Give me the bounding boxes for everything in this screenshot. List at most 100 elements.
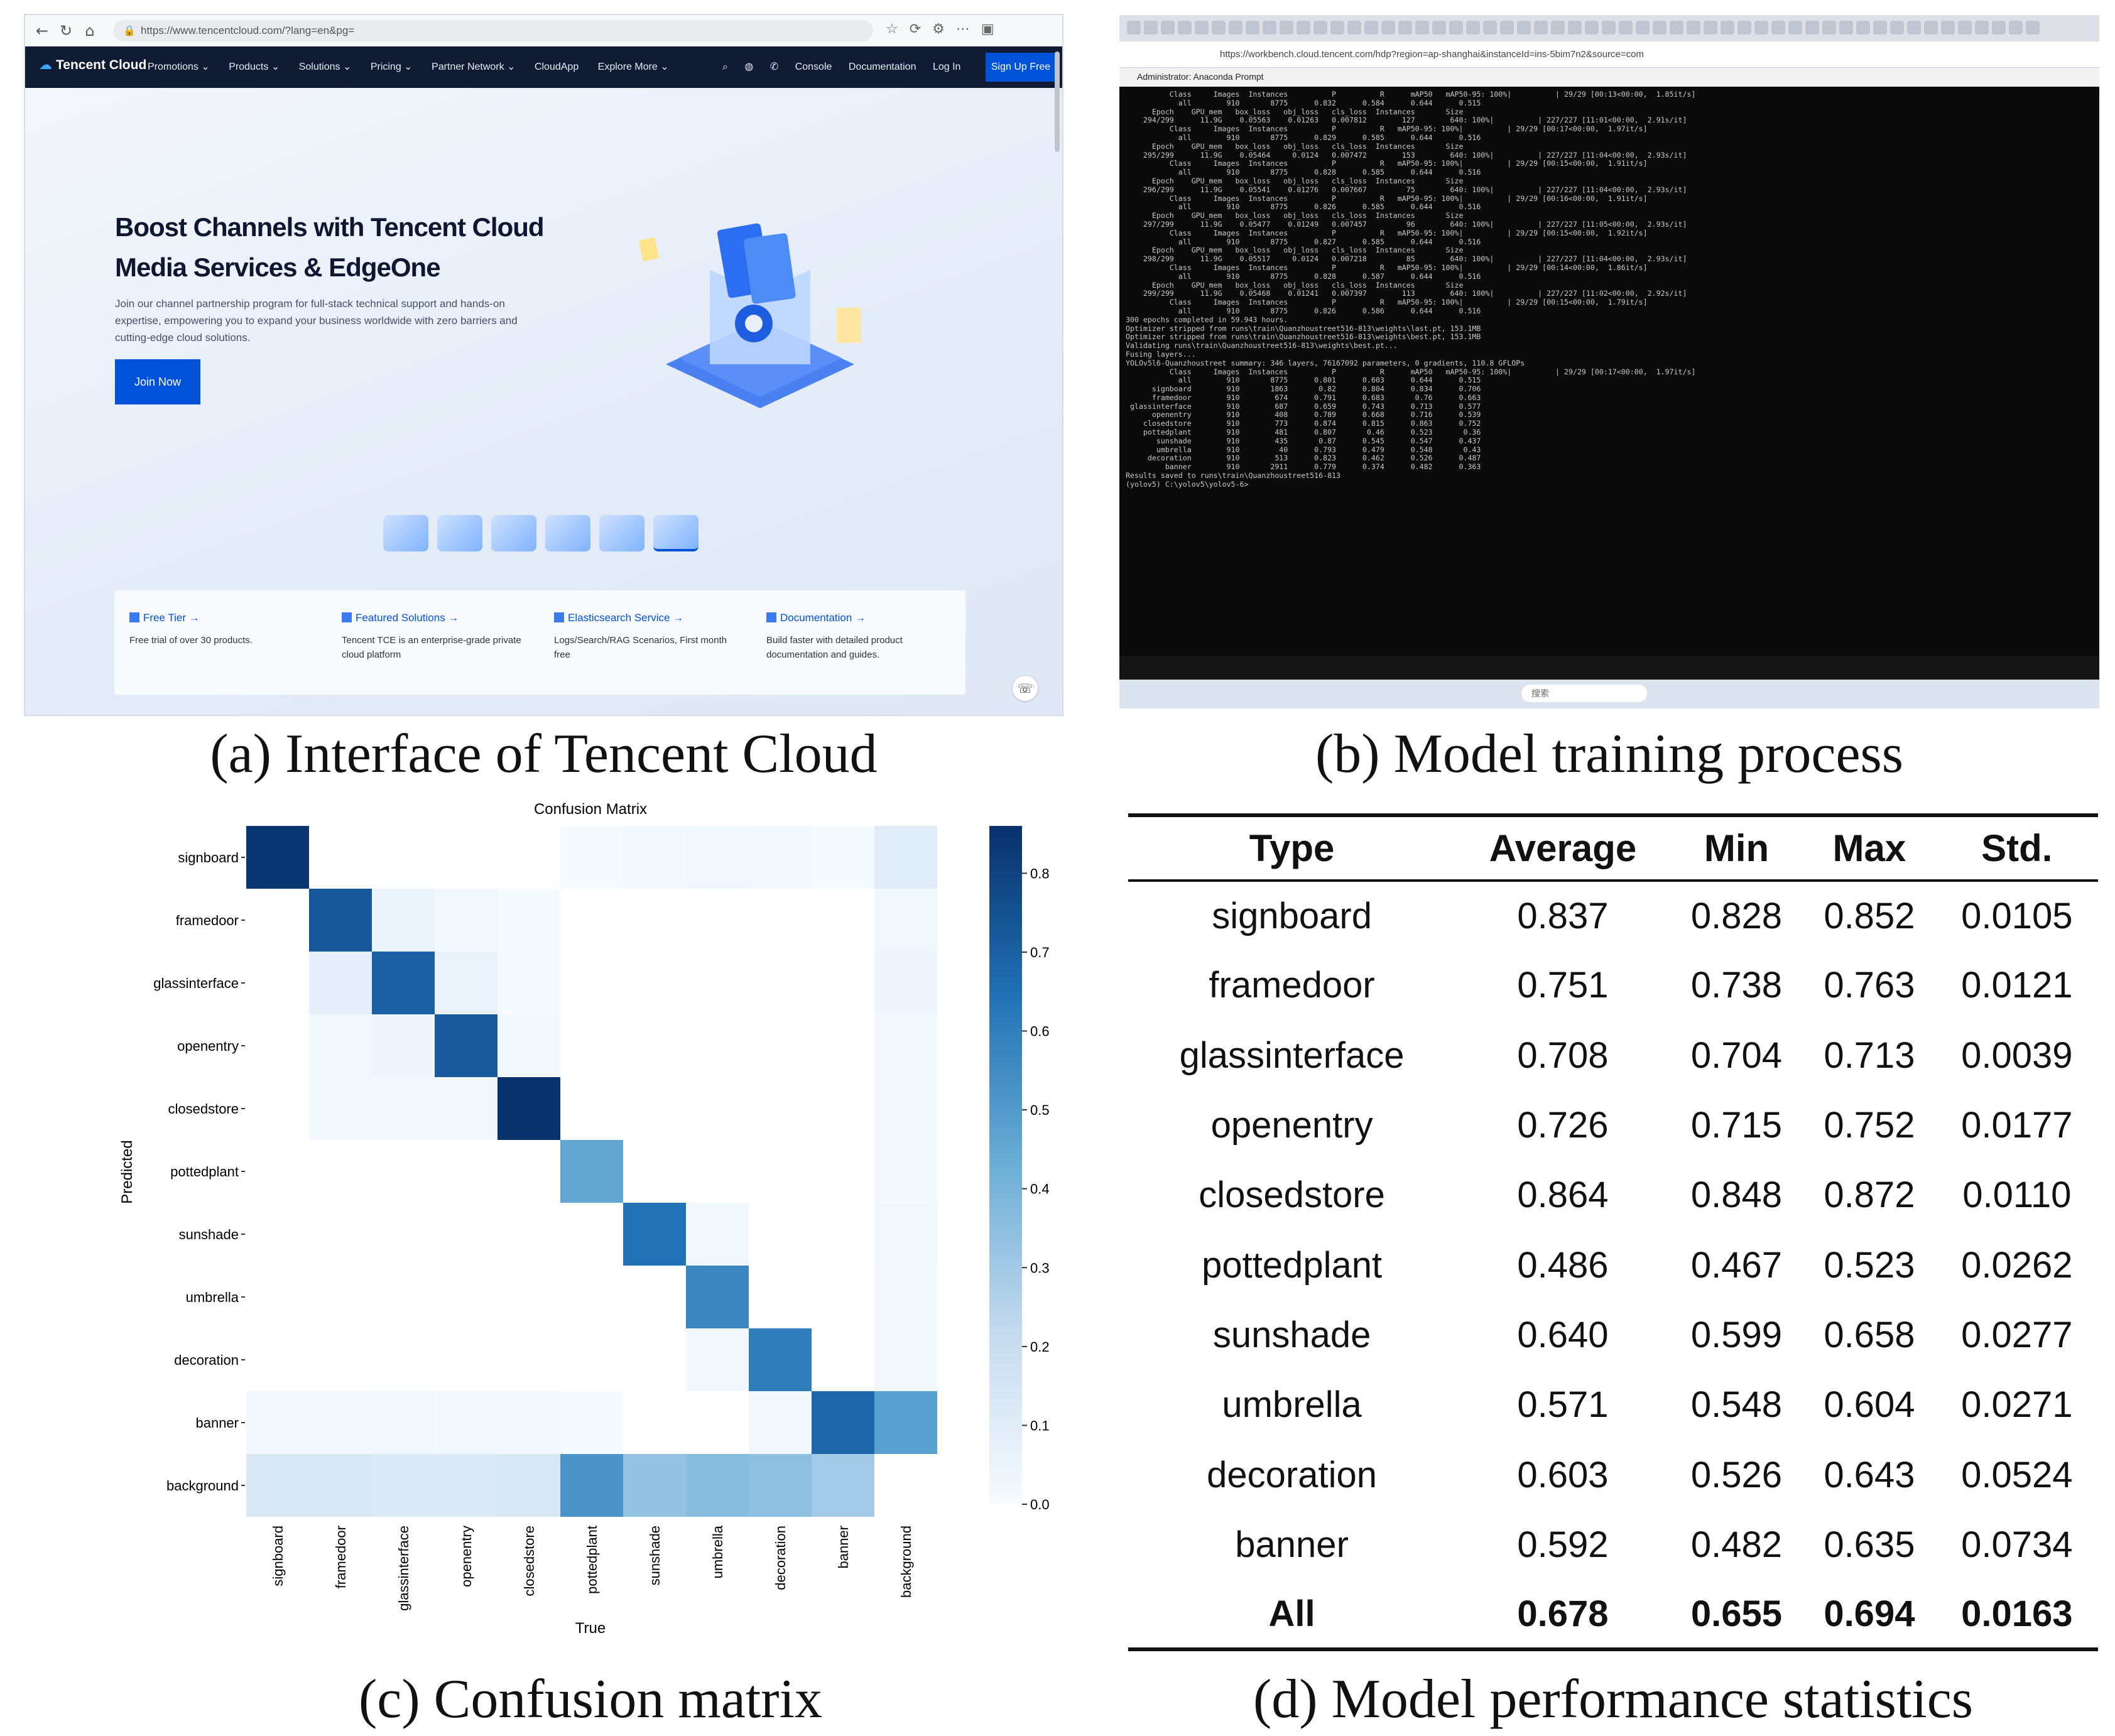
reload-icon[interactable]: ↻: [59, 22, 73, 40]
colorbar-tick-label: 0.5: [1030, 1102, 1050, 1118]
browser-tab[interactable]: [1534, 21, 1548, 35]
browser-tab[interactable]: [1381, 21, 1395, 35]
browser-tab[interactable]: [1398, 21, 1412, 35]
browser-tab[interactable]: [1737, 21, 1751, 35]
workbench-address-bar[interactable]: https://workbench.cloud.tencent.com/hdp?…: [1119, 41, 2099, 68]
address-bar[interactable]: 🔒 https://www.tencentcloud.com/?lang=en&…: [113, 20, 873, 41]
sign-up-button[interactable]: Sign Up Free: [986, 53, 1056, 82]
carousel-thumb[interactable]: [491, 515, 536, 551]
join-now-button[interactable]: Join Now: [115, 359, 200, 404]
back-icon[interactable]: ←: [35, 22, 49, 40]
log-line: Class Images Instances P R mAP50-95: 100…: [1126, 124, 1648, 134]
nav-pricing[interactable]: Pricing ⌄: [370, 62, 413, 72]
browser-tab[interactable]: [1212, 21, 1226, 35]
feature-elasticsearch[interactable]: Elasticsearch Service → Logs/Search/RAG …: [554, 612, 742, 662]
browser-tab[interactable]: [1449, 21, 1463, 35]
browser-tab[interactable]: [1958, 21, 1972, 35]
browser-tab[interactable]: [2026, 21, 2040, 35]
browser-extension-icons[interactable]: ☆⟳⚙⋯▣: [886, 21, 1006, 37]
nav-cloudapp[interactable]: CloudApp: [534, 62, 579, 72]
carousel-thumb[interactable]: [437, 515, 482, 551]
browser-tab[interactable]: [1551, 21, 1565, 35]
nav-products[interactable]: Products ⌄: [229, 62, 280, 72]
browser-tab[interactable]: [1602, 21, 1616, 35]
browser-tab[interactable]: [1568, 21, 1582, 35]
browser-tab[interactable]: [1364, 21, 1378, 35]
feature-documentation[interactable]: Documentation → Build faster with detail…: [766, 612, 955, 662]
tencent-cloud-logo[interactable]: ☁ Tencent Cloud: [39, 57, 146, 73]
carousel-thumb[interactable]: [599, 515, 644, 551]
browser-tab[interactable]: [1924, 21, 1938, 35]
browser-tab[interactable]: [1330, 21, 1344, 35]
search-icon[interactable]: ⌕: [722, 60, 728, 72]
browser-tab[interactable]: [1704, 21, 1717, 35]
browser-tab[interactable]: [1754, 21, 1768, 35]
globe-icon[interactable]: ◍: [744, 60, 754, 72]
column-label: pottedplant: [584, 1526, 600, 1594]
nav-promotions[interactable]: Promotions ⌄: [148, 62, 210, 72]
browser-tab[interactable]: [2009, 21, 2023, 35]
browser-tab[interactable]: [1178, 21, 1192, 35]
table-row: decoration 0.603 0.526 0.643 0.0524: [1128, 1440, 2098, 1509]
matrix-cell: [309, 1077, 372, 1140]
browser-tab[interactable]: [1856, 21, 1870, 35]
carousel-thumb[interactable]: [383, 515, 428, 551]
browser-tab[interactable]: [1687, 21, 1700, 35]
browser-tab[interactable]: [1246, 21, 1259, 35]
browser-tab[interactable]: [1653, 21, 1666, 35]
nav-explore-more[interactable]: Explore More ⌄: [597, 62, 669, 72]
log-line: closedstore 910 773 0.874 0.815 0.863 0.…: [1126, 419, 1481, 428]
browser-tab[interactable]: [1229, 21, 1242, 35]
browser-tab[interactable]: [1839, 21, 1853, 35]
taskbar-search-input[interactable]: 搜索: [1521, 685, 1647, 702]
browser-tab[interactable]: [1941, 21, 1955, 35]
browser-tab[interactable]: [1788, 21, 1802, 35]
carousel-thumb[interactable]: [545, 515, 590, 551]
browser-tab[interactable]: [1619, 21, 1633, 35]
console-link[interactable]: Console: [795, 62, 832, 72]
feature-featured-solutions[interactable]: Featured Solutions → Tencent TCE is an e…: [342, 612, 530, 662]
nav-solutions[interactable]: Solutions ⌄: [298, 62, 352, 72]
browser-tab[interactable]: [1805, 21, 1819, 35]
browser-tab[interactable]: [1263, 21, 1276, 35]
browser-tab[interactable]: [1280, 21, 1293, 35]
feature-free-tier[interactable]: Free Tier → Free trial of over 30 produc…: [129, 612, 318, 648]
browser-tab[interactable]: [1636, 21, 1650, 35]
browser-tab[interactable]: [1415, 21, 1429, 35]
browser-tab[interactable]: [1144, 21, 1158, 35]
matrix-cell: [812, 1454, 874, 1517]
browser-tab[interactable]: [1771, 21, 1785, 35]
browser-tab[interactable]: [1975, 21, 1989, 35]
browser-tab[interactable]: [1517, 21, 1531, 35]
cell-type: decoration: [1207, 1454, 1378, 1495]
phone-icon[interactable]: ✆: [769, 60, 779, 72]
home-icon[interactable]: ⌂: [85, 22, 95, 40]
browser-tab[interactable]: [1721, 21, 1734, 35]
browser-tab[interactable]: [1347, 21, 1361, 35]
browser-tab[interactable]: [1992, 21, 2006, 35]
browser-tab[interactable]: [1483, 21, 1497, 35]
browser-tab[interactable]: [1297, 21, 1310, 35]
carousel-thumb-active[interactable]: [653, 515, 699, 551]
browser-tab[interactable]: [1822, 21, 1836, 35]
browser-tab[interactable]: [1890, 21, 1904, 35]
browser-tab[interactable]: [1907, 21, 1921, 35]
browser-tab[interactable]: [1500, 21, 1514, 35]
scrollbar[interactable]: [1055, 52, 1060, 152]
support-chat-icon[interactable]: ☏: [1013, 676, 1038, 701]
documentation-link[interactable]: Documentation: [848, 62, 916, 72]
nav-partner-network[interactable]: Partner Network ⌄: [432, 62, 516, 72]
log-line: glassinterface 910 687 0.659 0.743 0.713…: [1126, 401, 1481, 411]
browser-tab[interactable]: [1127, 21, 1141, 35]
browser-tab[interactable]: [1195, 21, 1209, 35]
login-link[interactable]: Log In: [932, 62, 961, 72]
browser-tab[interactable]: [1161, 21, 1175, 35]
browser-tab[interactable]: [1432, 21, 1446, 35]
browser-tab[interactable]: [1670, 21, 1683, 35]
browser-tab[interactable]: [1585, 21, 1599, 35]
browser-tab[interactable]: [1873, 21, 1887, 35]
browser-tab[interactable]: [1466, 21, 1480, 35]
row-label: signboard: [178, 850, 239, 865]
browser-tab[interactable]: [1313, 21, 1327, 35]
caption-c: (c) Confusion matrix: [358, 1669, 823, 1730]
